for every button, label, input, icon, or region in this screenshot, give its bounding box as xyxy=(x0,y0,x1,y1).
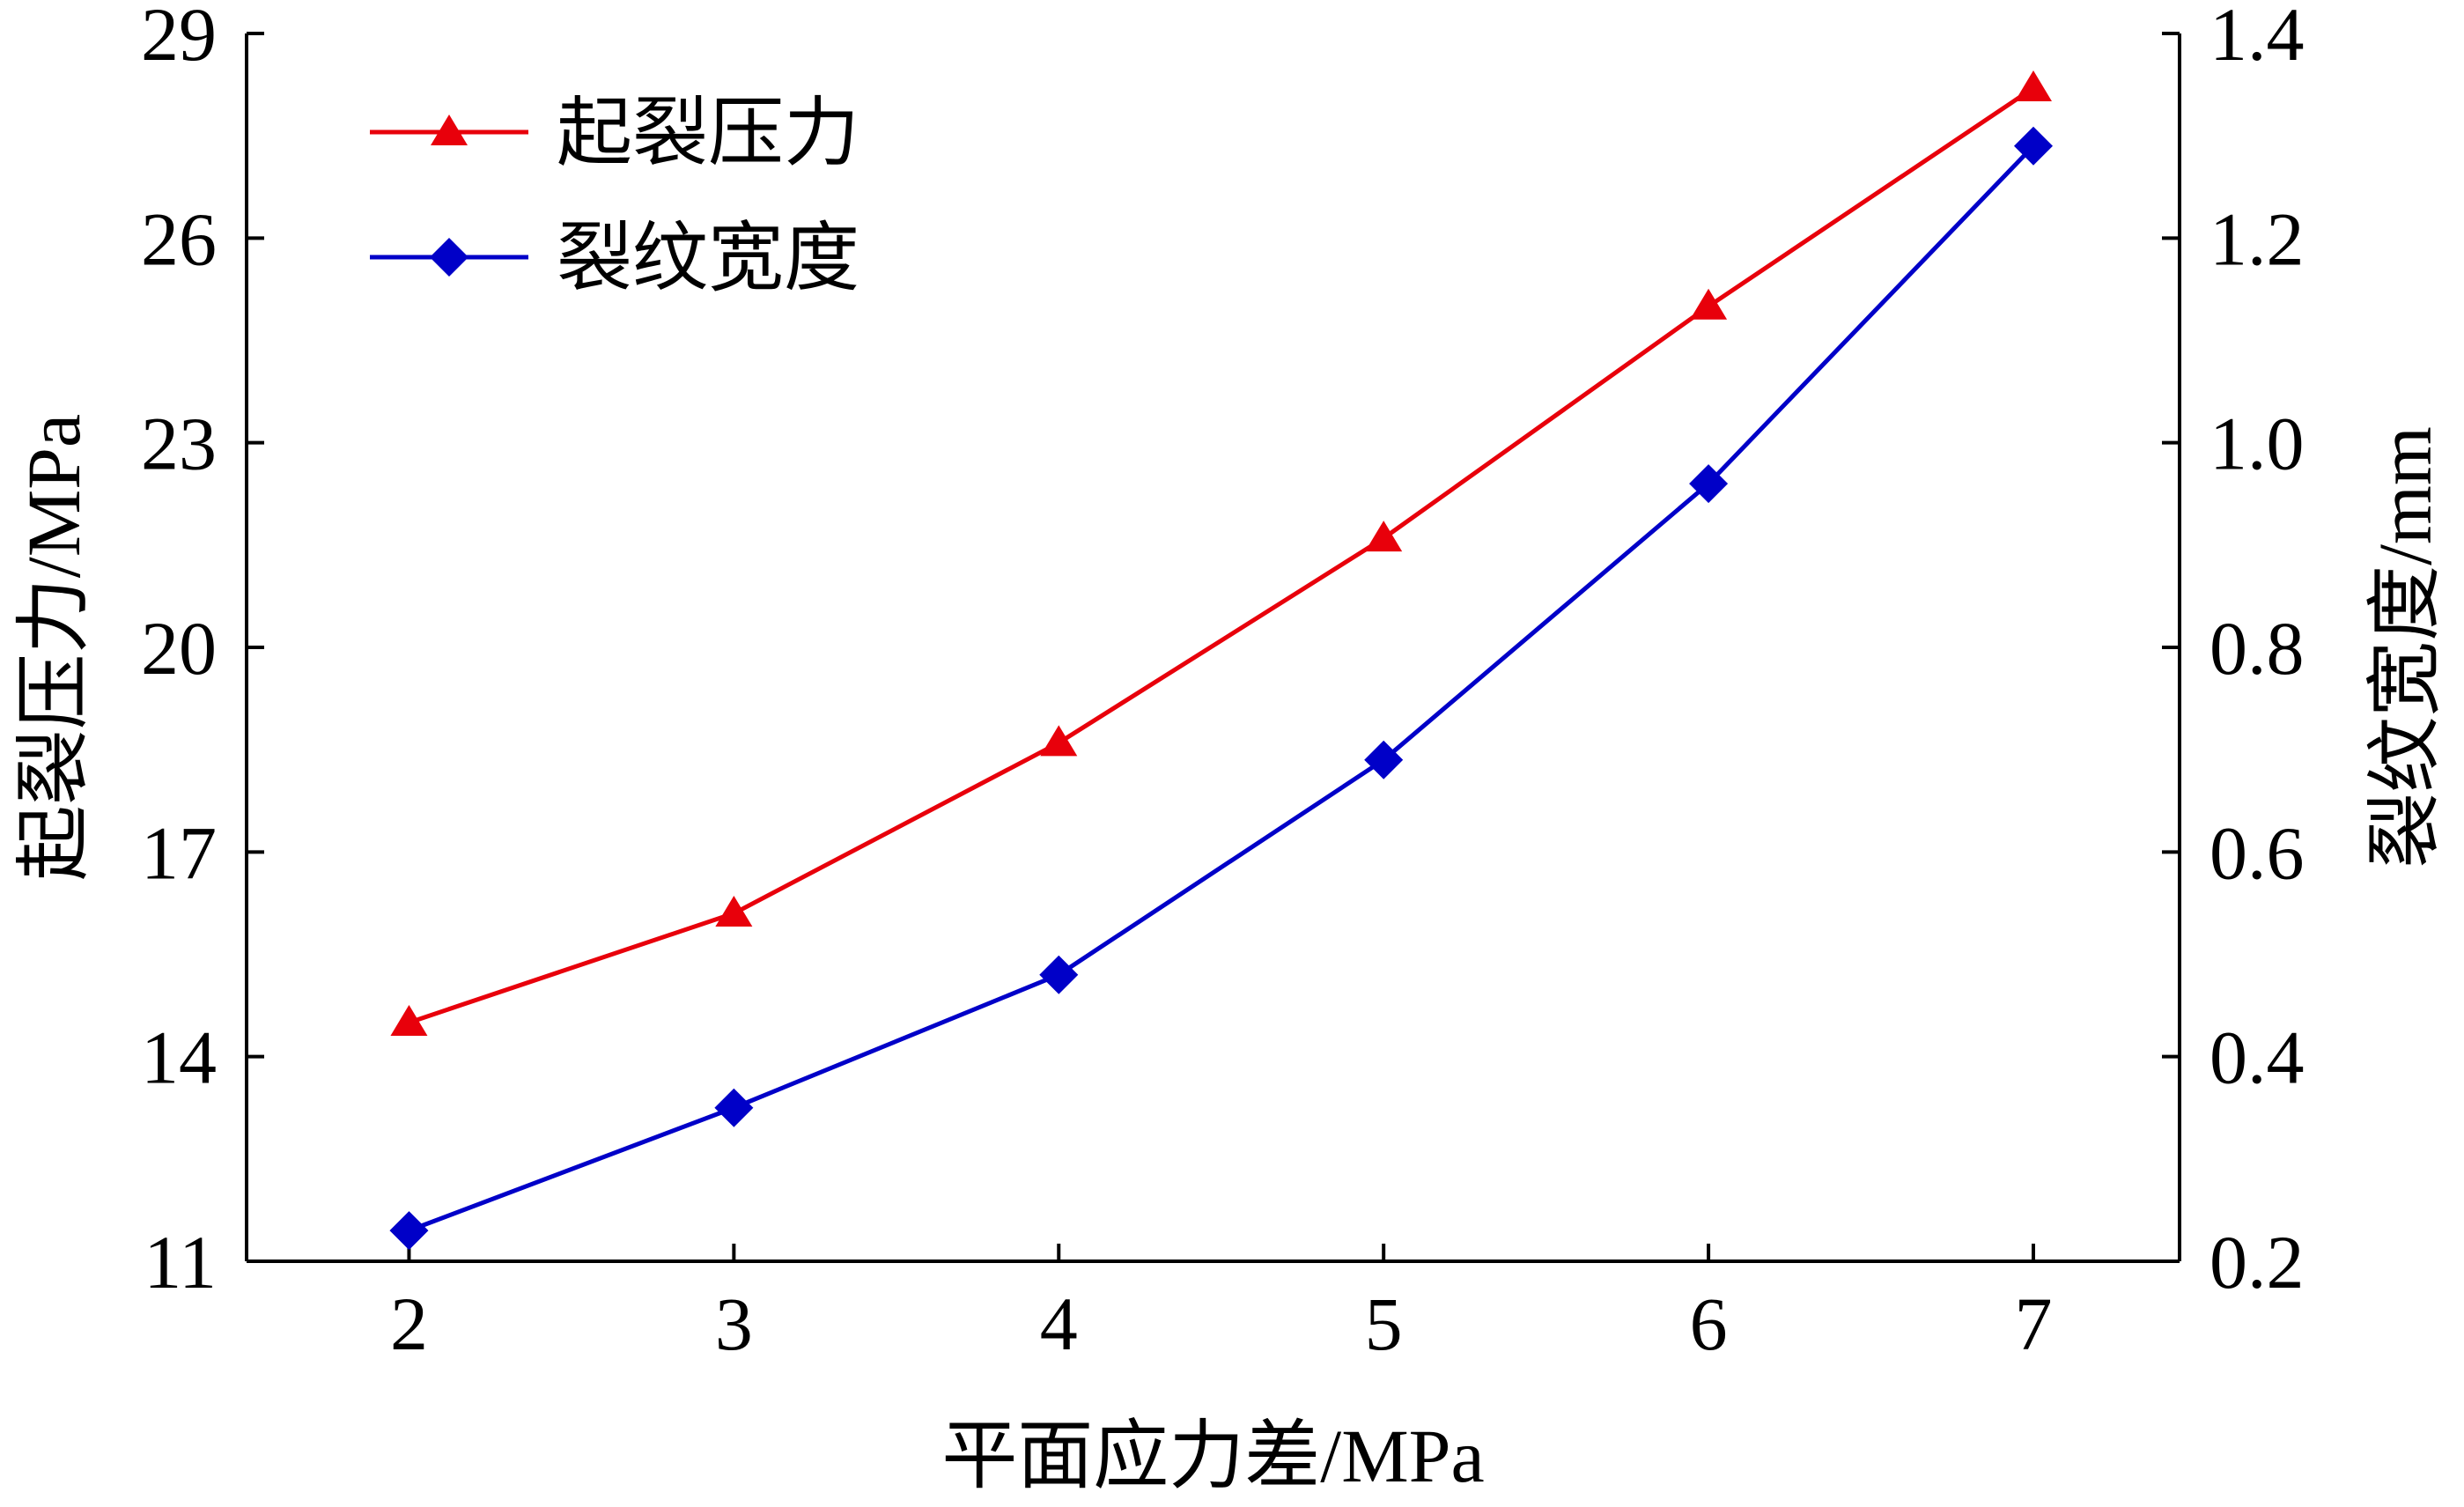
y-left-tick-label: 17 xyxy=(141,810,217,895)
legend-label: 裂纹宽度 xyxy=(557,216,859,300)
data-point xyxy=(715,896,753,927)
x-tick-label: 5 xyxy=(1365,1282,1403,1366)
data-point xyxy=(714,1088,754,1127)
y-left-tick-label: 29 xyxy=(141,0,217,77)
legend-marker xyxy=(431,115,468,145)
series-2 xyxy=(389,126,2053,1251)
y-right-tick-label: 0.6 xyxy=(2209,810,2305,895)
data-point xyxy=(389,1211,429,1251)
x-tick-label: 2 xyxy=(390,1282,428,1366)
y-axis-left-title: 起裂压力/MPa xyxy=(11,414,96,881)
y-left-tick-label: 23 xyxy=(141,402,217,486)
y-right-tick-label: 0.2 xyxy=(2209,1220,2305,1304)
y-axis-left-ticks: 11 14 17 20 23 26 29 xyxy=(141,0,264,1304)
y-right-tick-label: 1.4 xyxy=(2209,0,2305,77)
data-point xyxy=(2013,126,2053,166)
data-point xyxy=(1040,725,1078,757)
y-right-tick-label: 0.8 xyxy=(2209,606,2305,691)
data-point xyxy=(1364,740,1404,779)
y-right-tick-label: 0.4 xyxy=(2209,1016,2305,1100)
y-right-tick-label: 1.2 xyxy=(2209,196,2305,281)
legend-marker xyxy=(430,238,468,277)
y-left-tick-label: 20 xyxy=(141,606,217,691)
data-point xyxy=(1039,955,1079,994)
x-axis-title: 平面应力差/MPa xyxy=(941,1414,1484,1498)
y-axis-right-title: 裂纹宽度/mm xyxy=(2363,426,2447,868)
data-point xyxy=(1689,464,1729,504)
legend-label: 起裂压力 xyxy=(557,91,859,175)
x-tick-label: 6 xyxy=(1690,1282,1728,1366)
x-tick-label: 3 xyxy=(715,1282,753,1366)
series-line xyxy=(408,144,2035,1233)
x-tick-label: 4 xyxy=(1040,1282,1078,1366)
series-line xyxy=(408,85,2035,1025)
y-right-tick-label: 1.0 xyxy=(2209,402,2305,486)
x-axis-ticks: 2 3 4 5 6 7 xyxy=(390,1244,2052,1366)
x-tick-label: 7 xyxy=(2014,1282,2052,1366)
legend-item: 裂纹宽度 xyxy=(370,216,859,300)
data-point xyxy=(1690,288,1728,320)
y-left-tick-label: 14 xyxy=(141,1016,217,1100)
data-point xyxy=(390,1004,428,1036)
y-axis-right-ticks: 0.2 0.4 0.6 0.8 1.0 1.2 1.4 xyxy=(2162,0,2305,1304)
data-point xyxy=(1365,521,1403,552)
y-left-tick-label: 26 xyxy=(141,196,217,281)
series-layer xyxy=(389,70,2053,1251)
legend-item: 起裂压力 xyxy=(370,91,859,175)
y-left-tick-label: 11 xyxy=(144,1220,217,1304)
series-1 xyxy=(390,70,2052,1036)
data-point xyxy=(2014,70,2052,101)
